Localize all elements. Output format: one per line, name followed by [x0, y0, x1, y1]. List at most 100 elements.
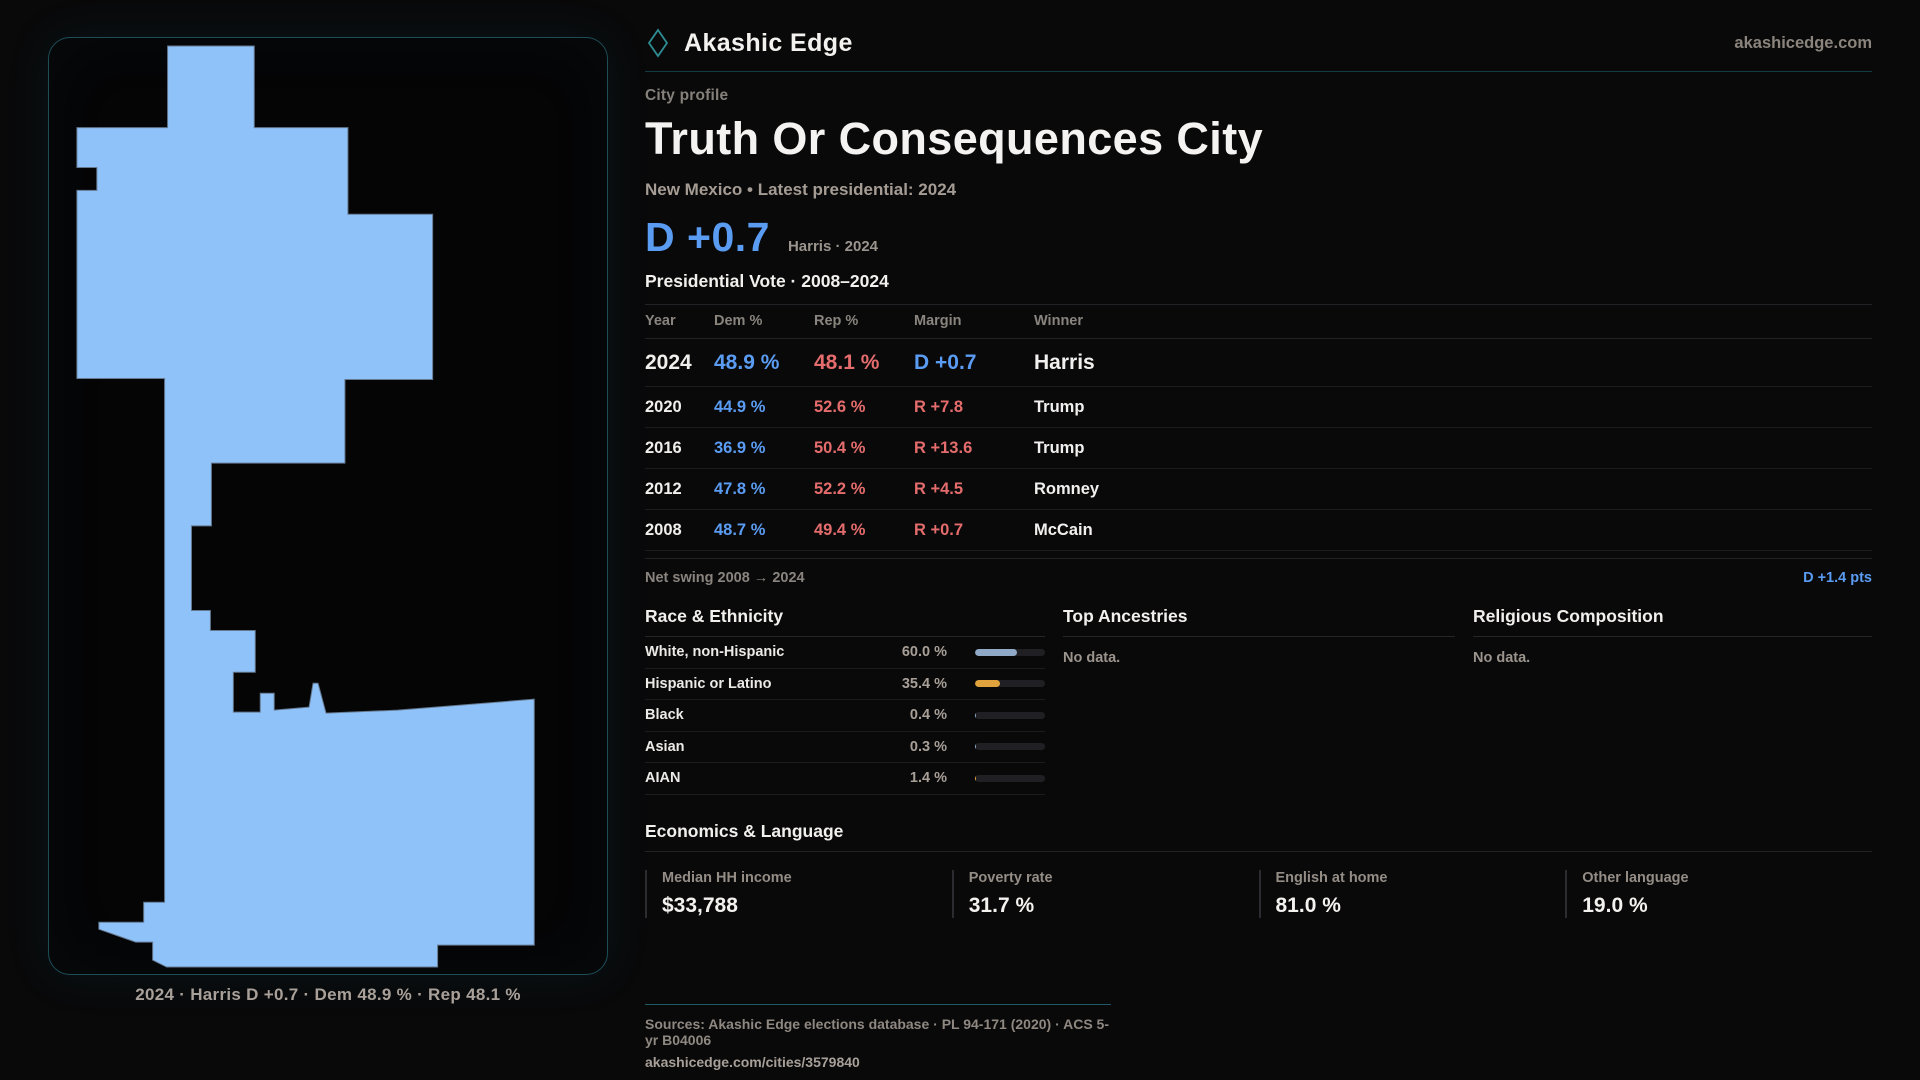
dem-cell: 44.9 % [714, 397, 766, 416]
col-margin: Margin [914, 313, 962, 329]
table-row: 2016 36.9 % 50.4 % R +13.6 Trump [645, 428, 1872, 469]
winner-cell: McCain [1034, 520, 1093, 539]
rep-cell: 52.2 % [814, 479, 866, 498]
economics-language-section: Economics & Language Median HH income $3… [645, 821, 1872, 918]
vote-table-header: Year Dem % Rep % Margin Winner [645, 305, 1872, 339]
religion-empty-state: No data. [1473, 650, 1531, 666]
winner-cell: Trump [1034, 438, 1085, 457]
year-cell: 2016 [645, 438, 682, 457]
race-ethnicity-section: Race & Ethnicity White, non-Hispanic 60.… [645, 606, 1045, 795]
race-label: Hispanic or Latino [645, 675, 772, 692]
demographics-grid: Race & Ethnicity White, non-Hispanic 60.… [645, 606, 1872, 795]
margin-cell: R +0.7 [914, 520, 964, 539]
stat-card: Poverty rate 31.7 % [951, 869, 1259, 918]
top-ancestries-section: Top Ancestries No data. [1063, 606, 1455, 795]
race-bar-track [975, 743, 1045, 751]
stat-label: English at home [1275, 869, 1388, 886]
margin-cell: D +0.7 [914, 350, 977, 374]
religious-composition-section: Religious Composition No data. [1473, 606, 1872, 795]
religion-section-title: Religious Composition [1473, 606, 1872, 637]
brand: Akashic Edge [645, 28, 853, 58]
net-swing-value: D +1.4 pts [1803, 570, 1872, 586]
rep-cell: 49.4 % [814, 520, 866, 539]
col-rep: Rep % [814, 313, 859, 329]
stat-label: Poverty rate [968, 869, 1053, 886]
race-value: 1.4 % [909, 770, 947, 787]
race-value: 0.4 % [909, 707, 947, 724]
stat-label: Other language [1582, 869, 1689, 886]
race-bar-fill [975, 774, 976, 782]
dem-cell: 47.8 % [714, 479, 766, 498]
rep-cell: 52.6 % [814, 397, 866, 416]
header: Akashic Edge akashicedge.com [645, 28, 1872, 72]
margin-cell: R +7.8 [914, 397, 964, 416]
race-label: Black [645, 707, 684, 724]
race-value: 35.4 % [901, 675, 947, 692]
rep-cell: 48.1 % [814, 350, 880, 374]
rep-cell: 50.4 % [814, 438, 866, 457]
race-label: Asian [645, 738, 685, 755]
race-value: 0.3 % [909, 738, 947, 755]
diamond-logo-icon [645, 28, 671, 58]
table-row: 2008 48.7 % 49.4 % R +0.7 McCain [645, 510, 1872, 551]
race-bar-fill [975, 680, 1000, 688]
dem-cell: 48.7 % [714, 520, 766, 539]
ancestries-empty-state: No data. [1063, 650, 1121, 666]
page-title: Truth Or Consequences City [645, 113, 1264, 164]
stat-card: English at home 81.0 % [1258, 869, 1566, 918]
winner-cell: Romney [1034, 479, 1100, 498]
race-bar-track [975, 774, 1045, 782]
net-swing-label: Net swing 2008 → 2024 [645, 570, 805, 586]
vote-table: Year Dem % Rep % Margin Winner 2024 48.9… [645, 304, 1872, 551]
stat-value: 19.0 % [1582, 893, 1648, 917]
stat-value: 31.7 % [968, 893, 1035, 917]
stat-card: Other language 19.0 % [1565, 869, 1872, 918]
race-bar-fill [975, 648, 1017, 656]
year-cell: 2012 [645, 479, 682, 498]
net-swing-row: Net swing 2008 → 2024 D +1.4 pts [645, 558, 1872, 586]
year-cell: 2008 [645, 520, 682, 539]
headline-margin-context: Harris · 2024 [787, 238, 879, 255]
race-bar-track [975, 680, 1045, 688]
kicker: City profile [645, 87, 729, 104]
stat-value: $33,788 [662, 893, 738, 917]
margin-cell: R +4.5 [914, 479, 964, 498]
year-cell: 2020 [645, 397, 682, 416]
winner-cell: Trump [1034, 397, 1085, 416]
race-bar-track [975, 711, 1045, 719]
dem-cell: 48.9 % [714, 350, 780, 374]
race-value: 60.0 % [901, 644, 947, 661]
city-boundary-map-panel [48, 37, 608, 975]
table-row: 2012 47.8 % 52.2 % R +4.5 Romney [645, 469, 1872, 510]
table-row: 2020 44.9 % 52.6 % R +7.8 Trump [645, 387, 1872, 428]
col-year: Year [645, 313, 676, 329]
stat-card: Median HH income $33,788 [645, 869, 952, 918]
economics-section-title: Economics & Language [645, 821, 1872, 852]
stat-cards: Median HH income $33,788 Poverty rate 31… [645, 869, 1872, 918]
margin-cell: R +13.6 [914, 438, 973, 457]
col-dem: Dem % [714, 313, 763, 329]
list-item: Hispanic or Latino 35.4 % [645, 669, 1045, 700]
year-cell: 2024 [645, 350, 692, 374]
race-label: AIAN [645, 770, 681, 787]
list-item: Black 0.4 % [645, 700, 1045, 732]
list-item: Asian 0.3 % [645, 732, 1045, 763]
list-item: AIAN 1.4 % [645, 763, 1045, 795]
permalink[interactable]: akashicedge.com/cities/3579840 [645, 1053, 860, 1070]
stat-label: Median HH income [662, 869, 792, 886]
ancestries-section-title: Top Ancestries [1063, 606, 1455, 637]
map-caption: 2024 · Harris D +0.7 · Dem 48.9 % · Rep … [135, 985, 521, 1004]
table-row: 2024 48.9 % 48.1 % D +0.7 Harris [645, 339, 1872, 387]
city-profile-content: Akashic Edge akashicedge.com City profil… [645, 28, 1872, 1072]
col-winner: Winner [1034, 313, 1084, 329]
sources-line: Sources: Akashic Edge elections database… [645, 1015, 1109, 1048]
race-section-title: Race & Ethnicity [645, 606, 1045, 637]
vote-table-title: Presidential Vote · 2008–2024 [645, 271, 889, 291]
list-item: White, non-Hispanic 60.0 % [645, 637, 1045, 669]
race-bar-track [975, 648, 1045, 656]
subtitle: New Mexico • Latest presidential: 2024 [645, 180, 957, 199]
brand-domain-link[interactable]: akashicedge.com [1734, 33, 1872, 52]
race-label: White, non-Hispanic [645, 644, 785, 661]
dem-cell: 36.9 % [714, 438, 766, 457]
brand-name: Akashic Edge [684, 28, 853, 57]
